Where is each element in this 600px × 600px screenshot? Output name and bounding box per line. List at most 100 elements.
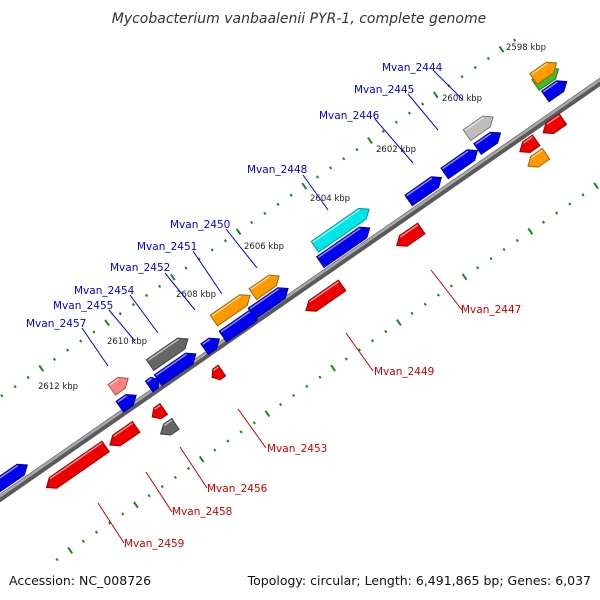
scale-tick [394,120,398,124]
scale-tick [432,91,439,99]
scale-tick [593,182,599,190]
scale-labels: 2598 kbp 2600 kbp 2602 kbp 2604 kbp 2606… [38,43,546,392]
gene-blue[interactable] [404,176,443,207]
forward-gene-labels: Mvan_2444 Mvan_2445 Mvan_2446 Mvan_2448 … [26,62,443,330]
scale-tick [342,157,346,161]
gene-label-mvan-2457[interactable]: Mvan_2457 [26,318,86,330]
scale-tick [423,302,427,306]
gene-orange[interactable] [248,274,280,301]
scale-tick [410,311,414,315]
scale-tick [568,202,572,206]
scale-tick [121,512,125,516]
scale-tick [169,273,176,281]
map-title: Mycobacterium vanbaalenii PYR-1, complet… [112,11,487,27]
gene-gray[interactable] [145,337,189,372]
gene-blue[interactable] [0,463,28,494]
callout-line-mvan-2445 [407,93,439,131]
scale-tick [144,293,149,298]
gene-label-mvan-2450[interactable]: Mvan_2450 [170,219,230,231]
topology-text: Topology: circular; Length: 6,491,865 bp… [247,573,591,588]
scale-tick [555,211,559,215]
scale-tick [381,129,385,133]
gene-label-mvan-2456[interactable]: Mvan_2456 [207,483,268,495]
scale-tick [396,319,402,326]
scale-label-2612: 2612 kbp [38,382,78,392]
callout-line-mvan-2444 [432,69,464,101]
gene-red[interactable] [45,440,110,489]
scale-tick [160,484,164,489]
gene-blue[interactable] [473,131,502,155]
gene-label-mvan-2455[interactable]: Mvan_2455 [53,300,113,312]
gene-cyan[interactable] [310,207,370,253]
scale-tick [541,220,546,224]
gene-label-mvan-2444[interactable]: Mvan_2444 [382,62,443,74]
callout-line-mvan-2450 [225,228,258,269]
scale-tick [367,137,373,144]
scale-tick [370,339,375,343]
gene-label-mvan-2445[interactable]: Mvan_2445 [354,84,414,96]
gene-red[interactable] [542,113,568,135]
scale-tick [66,348,70,352]
gene-label-mvan-2459[interactable]: Mvan_2459 [124,538,184,550]
scale-tick [94,530,99,534]
scale-tick [513,38,517,42]
forward-callouts [81,69,464,367]
callout-line-mvan-2451 [192,250,223,295]
gene-label-mvan-2451[interactable]: Mvan_2451 [137,241,197,253]
gene-label-mvan-2449[interactable]: Mvan_2449 [374,366,434,378]
gene-label-mvan-2446[interactable]: Mvan_2446 [319,110,380,122]
gene-orange[interactable] [209,294,251,327]
scale-tick [226,439,230,443]
scale-tick [26,375,30,380]
gene-gray[interactable] [159,417,180,436]
gene-label-mvan-2458[interactable]: Mvan_2458 [172,506,232,518]
scale-tick [449,284,454,288]
scale-tick [305,384,309,388]
scale-label-2610: 2610 kbp [107,337,147,347]
scale-label-2602: 2602 kbp [376,145,416,155]
gene-red[interactable] [519,134,541,154]
callout-line-mvan-2456 [179,446,208,489]
gene-label-mvan-2448[interactable]: Mvan_2448 [247,164,307,176]
gene-orange[interactable] [529,61,558,85]
scale-tick [515,238,519,243]
callout-line-mvan-2447 [430,269,463,311]
scale-label-2608: 2608 kbp [176,290,216,300]
gene-red[interactable] [109,420,141,447]
gene-blue[interactable] [144,376,160,393]
gene-red[interactable] [396,222,426,247]
gene-red[interactable] [151,403,169,420]
scale-tick [407,111,412,115]
gene-blue[interactable] [440,149,479,180]
gene-blue[interactable] [218,310,260,343]
scale-tick [252,421,256,425]
gene-blue[interactable] [153,352,197,387]
scale-tick [263,211,267,216]
gene-orange[interactable] [527,147,551,168]
gene-label-mvan-2453[interactable]: Mvan_2453 [267,443,327,455]
gene-blue[interactable] [115,393,137,413]
scale-label-2598: 2598 kbp [506,43,546,53]
scale-tick [55,557,59,562]
gene-label-mvan-2452[interactable]: Mvan_2452 [110,262,170,274]
scale-tick [133,501,139,509]
scale-tick [0,394,4,398]
scale-tick [473,65,477,70]
gene-blue[interactable] [200,337,221,356]
scale-tick [198,455,205,463]
gene-blue[interactable] [540,80,568,103]
scale-tick [357,348,362,352]
scale-tick [527,227,534,235]
scale-tick-rows [0,38,599,562]
scale-tick [329,166,333,170]
scale-tick [498,45,505,53]
gene-red[interactable] [305,279,347,312]
gene-red[interactable] [211,364,227,381]
gene-label-mvan-2447[interactable]: Mvan_2447 [461,304,521,316]
gene-lightgray[interactable] [462,115,494,142]
gene-label-mvan-2454[interactable]: Mvan_2454 [74,285,135,297]
scale-tick [250,220,254,225]
gene-blue[interactable] [315,226,371,269]
gene-pink[interactable] [107,376,129,396]
scale-tick [239,430,243,434]
